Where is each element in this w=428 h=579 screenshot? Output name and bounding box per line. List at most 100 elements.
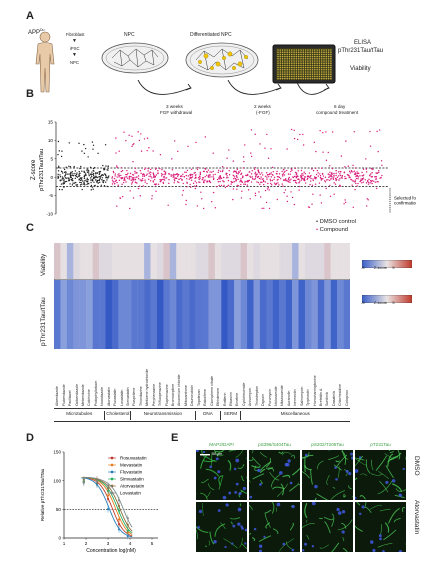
scatter-ytick-label: 5 <box>50 156 53 161</box>
compound-point <box>298 182 300 184</box>
arrow1-line2: FGF withdrawal <box>160 110 193 115</box>
dmso-point <box>74 172 76 175</box>
compound-point <box>353 170 356 172</box>
compound-point <box>111 179 114 181</box>
compound-point <box>186 169 189 172</box>
compound-label: Niclosamide <box>274 386 278 406</box>
heat-cell-viability <box>150 243 158 279</box>
dmso-point <box>107 169 109 171</box>
compound-point <box>134 170 136 173</box>
compound-point <box>320 177 322 180</box>
heat-cell-viability <box>247 243 254 279</box>
compound-point <box>204 136 207 138</box>
compound-point <box>303 171 305 173</box>
compound-point <box>142 185 144 187</box>
compound-point <box>262 180 265 183</box>
compound-point <box>199 173 202 176</box>
compound-point <box>133 143 135 145</box>
compound-point <box>170 174 172 176</box>
compound-point <box>376 172 378 175</box>
dmso-point <box>99 170 102 173</box>
compound-point <box>147 167 149 170</box>
compound-point <box>236 172 238 175</box>
compound-point <box>200 191 202 193</box>
dmso-point <box>62 172 64 174</box>
heat-cell-tau <box>73 280 80 349</box>
zscore-scatter-plot: 15 10 5 0 -5 -10 Z-score pThr231Tau/tTau Selecte… <box>26 116 418 227</box>
dmso-point <box>78 173 80 176</box>
compound-label: Trifluoperazine <box>158 382 163 406</box>
compound-point <box>155 167 158 169</box>
compound-point <box>287 181 290 183</box>
dmso-point <box>99 176 102 178</box>
compound-point <box>118 179 121 181</box>
neurite <box>276 483 289 497</box>
nucleus <box>233 467 237 471</box>
dmso-point <box>95 179 97 181</box>
dmso-point <box>65 166 67 168</box>
viability-color-scale <box>361 255 413 273</box>
compound-point <box>157 172 159 174</box>
step-ipsc: iPSC <box>70 46 80 51</box>
compound-point <box>300 176 303 178</box>
compound-point <box>283 191 285 194</box>
compound-point <box>344 166 346 168</box>
step-arrow-1: ▼ <box>72 38 77 44</box>
compound-point <box>297 170 299 172</box>
dmso-point <box>78 171 80 173</box>
legend-compound-dot: • <box>316 227 319 233</box>
dmso-point <box>64 180 67 183</box>
neurite <box>302 523 315 528</box>
compound-point <box>255 173 257 176</box>
heat-cell-viability <box>131 243 138 279</box>
compound-label: Auranofin <box>286 390 291 406</box>
dmso-point <box>86 183 88 186</box>
compound-point <box>232 160 235 162</box>
compound-point <box>175 173 178 176</box>
compound-point <box>354 173 356 175</box>
nucleus <box>284 462 289 467</box>
nucleus <box>197 525 200 529</box>
neurite <box>331 542 340 552</box>
nucleus <box>213 539 217 544</box>
dmso-point <box>108 175 110 177</box>
compound-point <box>161 175 163 177</box>
compound-point <box>362 177 365 179</box>
compound-point <box>157 170 159 172</box>
compound-point <box>212 152 214 154</box>
compound-point <box>292 176 294 179</box>
compound-point <box>117 174 119 176</box>
neurite <box>348 485 352 490</box>
compound-point <box>282 168 285 171</box>
nucleus <box>237 522 241 526</box>
heat-cell-viability <box>343 243 351 279</box>
compound-point <box>290 128 293 131</box>
compound-point <box>209 171 211 173</box>
dmso-point <box>92 167 95 170</box>
compound-labels: Albendazole Flubendazole Paclitaxel Oxibend… <box>54 352 350 408</box>
nucleus <box>198 509 203 514</box>
compound-point <box>227 184 230 187</box>
heat-cell-tau <box>66 280 74 349</box>
neurite <box>324 521 331 534</box>
compound-point <box>284 189 287 191</box>
compound-point <box>188 178 190 180</box>
dmso-point <box>76 183 78 186</box>
compound-point <box>174 140 176 142</box>
compound-point <box>151 195 153 197</box>
dmso-point <box>103 179 105 182</box>
compound-point <box>153 178 156 181</box>
compound-point <box>344 175 346 178</box>
tau-scale-mid: Z-score <box>373 300 388 305</box>
neurite <box>204 456 217 462</box>
compound-point <box>144 167 146 169</box>
compound-point <box>311 203 313 205</box>
compound-point <box>146 173 148 175</box>
compound-point <box>319 194 321 196</box>
compound-point <box>137 187 140 190</box>
neurite <box>379 508 391 512</box>
compound-point <box>357 182 359 185</box>
neurite <box>291 467 300 476</box>
compound-point <box>242 156 245 158</box>
compound-point <box>275 172 278 175</box>
